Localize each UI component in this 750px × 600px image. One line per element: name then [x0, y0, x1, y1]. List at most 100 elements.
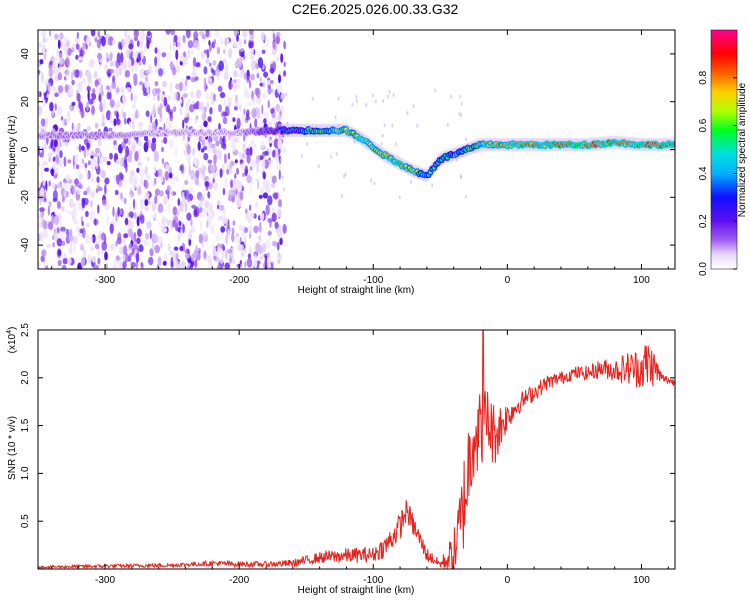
noise-speck: [261, 159, 266, 170]
noise-speck: [246, 258, 253, 268]
noise-speck: [153, 177, 157, 185]
noise-speck: [187, 98, 192, 106]
spectrogram-y-ticks: -40 -20 0 20 40: [20, 48, 675, 252]
noise-speck: [78, 143, 82, 153]
noise-speck: [42, 37, 46, 43]
noise-speck: [225, 250, 228, 260]
noise-speck: [259, 212, 265, 221]
faint-speck: [334, 115, 337, 120]
noise-speck: [239, 103, 242, 112]
noise-speck: [56, 201, 61, 209]
noise-speck: [279, 105, 285, 113]
noise-speck: [265, 204, 270, 216]
noise-speck: [258, 194, 263, 199]
noise-speck: [263, 118, 267, 124]
noise-speck: [222, 188, 226, 196]
noise-speck: [274, 221, 279, 229]
noise-speck: [183, 51, 187, 58]
noise-speck: [266, 38, 270, 48]
noise-speck: [58, 58, 64, 65]
noise-speck: [61, 264, 67, 269]
noise-speck: [185, 107, 190, 118]
y-tick-label: 2.5: [20, 323, 31, 337]
noise-speck: [99, 102, 104, 113]
noise-speck: [38, 180, 41, 188]
noise-speck: [254, 201, 259, 208]
noise-speck: [93, 264, 99, 269]
noise-speck: [101, 121, 105, 127]
noise-speck: [124, 30, 128, 38]
noise-speck: [90, 30, 96, 37]
noise-speck: [57, 105, 63, 116]
noise-speck: [82, 78, 86, 83]
snr-series-line: [38, 330, 675, 569]
noise-speck: [236, 198, 242, 208]
noise-speck: [270, 261, 274, 266]
noise-speck: [145, 76, 148, 82]
noise-speck: [129, 205, 133, 211]
noise-speck: [161, 216, 166, 225]
noise-speck: [271, 88, 274, 93]
faint-speck: [455, 157, 458, 162]
noise-speck: [187, 40, 194, 49]
noise-speck: [193, 157, 197, 165]
noise-speck: [261, 104, 264, 115]
noise-speck: [138, 262, 141, 267]
noise-speck: [38, 42, 43, 48]
noise-speck: [214, 30, 220, 38]
noise-speck: [175, 59, 179, 66]
noise-speck: [69, 104, 72, 111]
noise-speck: [53, 214, 60, 226]
noise-speck: [262, 79, 266, 89]
noise-speck: [94, 218, 97, 226]
noise-speck: [209, 196, 213, 201]
noise-speck: [184, 180, 189, 185]
noise-speck: [215, 231, 220, 242]
y-tick-label: 20: [20, 96, 31, 108]
noise-speck: [151, 201, 156, 212]
noise-speck: [61, 195, 65, 203]
noise-speck: [276, 241, 280, 251]
faint-speck: [311, 96, 314, 101]
noise-speck: [86, 85, 91, 92]
noise-speck: [175, 49, 179, 60]
noise-speck: [38, 70, 41, 75]
noise-speck: [217, 149, 222, 161]
noise-speck: [231, 79, 234, 84]
noise-speck: [90, 236, 94, 244]
faint-speck: [337, 96, 340, 101]
noise-speck: [75, 43, 79, 50]
noise-speck: [49, 30, 52, 37]
noise-speck: [111, 81, 117, 90]
noise-speck: [154, 56, 158, 67]
noise-speck: [119, 209, 123, 216]
noise-speck: [50, 140, 54, 149]
noise-speck: [97, 138, 102, 147]
noise-speck: [137, 122, 143, 127]
noise-speck: [267, 99, 270, 109]
noise-speck: [212, 144, 216, 154]
noise-speck: [231, 179, 237, 191]
noise-speck: [242, 145, 245, 152]
noise-speck: [169, 42, 172, 51]
noise-speck: [238, 224, 242, 231]
noise-speck: [163, 136, 168, 145]
noise-speck: [109, 61, 114, 67]
noise-speck: [43, 197, 47, 203]
x-tick-label: 0: [505, 275, 511, 286]
snr-frame: [37, 329, 676, 570]
noise-speck: [132, 119, 135, 130]
noise-speck: [151, 214, 156, 219]
colorbar-tick-label: 0.2: [698, 214, 709, 228]
faint-speck: [351, 102, 354, 107]
noise-speck: [120, 52, 124, 63]
noise-speck: [80, 257, 86, 268]
noise-speck: [232, 36, 236, 47]
noise-speck: [259, 77, 262, 83]
noise-speck: [150, 114, 153, 124]
noise-speck: [144, 179, 149, 189]
noise-speck: [185, 30, 191, 39]
noise-speck: [128, 243, 133, 249]
noise-speck: [91, 105, 95, 115]
noise-speck: [204, 181, 210, 187]
